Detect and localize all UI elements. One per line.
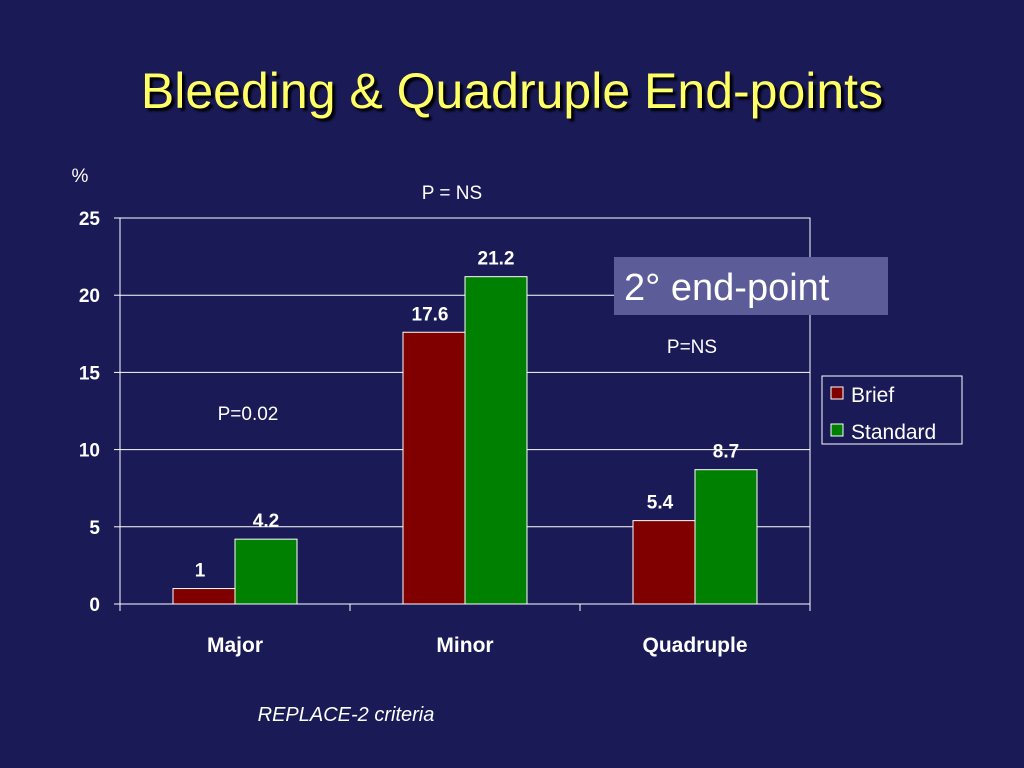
y-tick-label: 20 <box>79 286 100 307</box>
bar-brief-minor <box>402 331 466 605</box>
bar-standard-minor <box>464 276 528 605</box>
bar-brief-major <box>172 588 236 605</box>
bar-standard-quadruple <box>694 469 758 605</box>
category-label-minor: Minor <box>436 634 493 657</box>
callout-box: 2° end-point <box>614 257 888 315</box>
bar-standard-major <box>234 538 298 605</box>
bar-series: 1 4.2 17.6 21.2 5.4 8.7 <box>172 249 758 605</box>
y-tick-label: 0 <box>89 595 100 616</box>
y-tick-label: 5 <box>89 518 100 539</box>
x-axis-ticks <box>119 604 811 611</box>
y-tick-label: 15 <box>79 363 101 384</box>
category-label-major: Major <box>207 634 263 657</box>
legend-label-standard: Standard <box>851 421 936 444</box>
annotation-minor-p-value: P = NS <box>422 183 482 204</box>
data-label-brief-quadruple: 5.4 <box>647 493 674 514</box>
data-label-standard-minor: 21.2 <box>478 249 515 270</box>
legend-swatch-brief <box>830 386 844 400</box>
data-label-standard-quadruple: 8.7 <box>713 442 739 463</box>
annotation-major-p-value: P=0.02 <box>218 404 279 425</box>
y-tick-label: 25 <box>79 209 101 230</box>
data-label-standard-major: 4.2 <box>253 511 279 532</box>
data-label-brief-major: 1 <box>195 561 206 582</box>
y-axis-tick-labels: 0 5 10 15 20 25 <box>79 209 101 616</box>
category-labels: Major Minor Quadruple <box>207 634 748 657</box>
slide-title: Bleeding & Quadruple End-points <box>140 63 884 119</box>
data-label-brief-minor: 17.6 <box>412 304 449 325</box>
category-label-quadruple: Quadruple <box>642 634 747 657</box>
legend-label-brief: Brief <box>851 384 894 407</box>
annotation-quadruple-p-value: P=NS <box>667 337 717 358</box>
callout-text: 2° end-point <box>624 267 830 309</box>
y-axis-label: % <box>72 166 89 187</box>
legend-swatch-standard <box>830 423 844 437</box>
callout-background <box>614 257 888 315</box>
y-tick-label: 10 <box>79 441 100 462</box>
legend: Brief Standard <box>821 375 963 445</box>
bar-brief-quadruple <box>632 520 696 605</box>
legend-box <box>821 375 963 445</box>
footnote: REPLACE-2 criteria <box>258 704 435 726</box>
